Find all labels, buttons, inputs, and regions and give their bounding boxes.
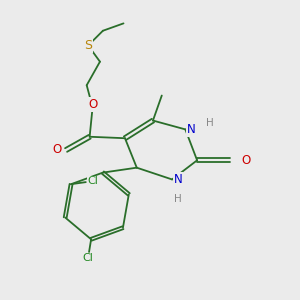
Text: O: O: [88, 98, 97, 111]
Text: S: S: [84, 39, 92, 52]
Text: O: O: [52, 143, 62, 157]
Text: Cl: Cl: [83, 254, 94, 263]
Text: N: N: [174, 173, 182, 186]
Text: O: O: [241, 154, 250, 167]
Text: H: H: [206, 118, 214, 128]
Text: N: N: [187, 123, 196, 136]
Text: Cl: Cl: [88, 176, 99, 186]
Text: H: H: [174, 194, 182, 204]
